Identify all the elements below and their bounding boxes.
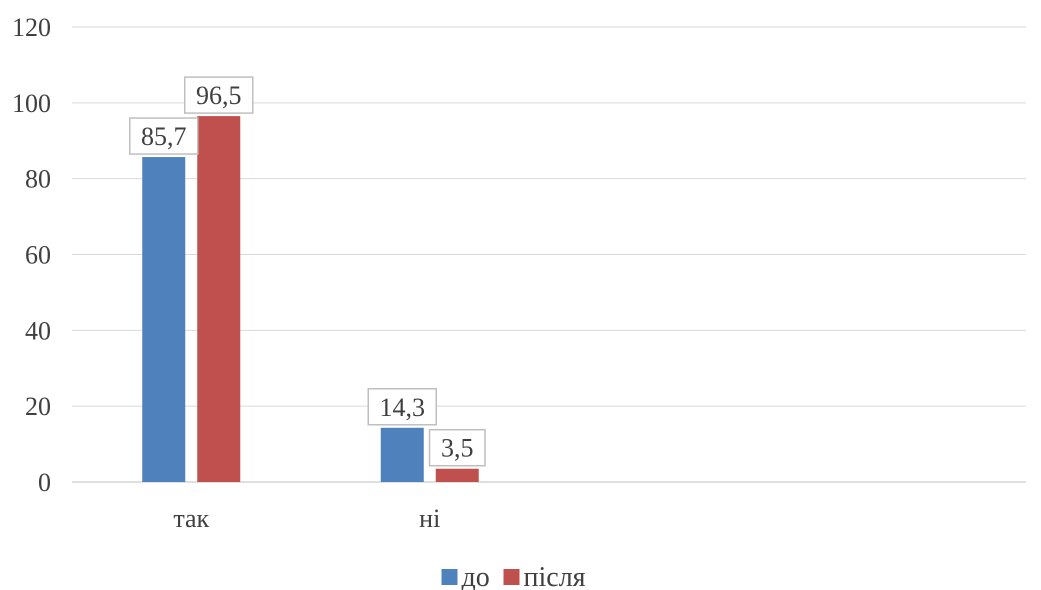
data-label: 96,5	[196, 81, 242, 110]
data-label: 85,7	[141, 122, 187, 151]
data-label: 3,5	[441, 434, 474, 463]
x-tick-label: так	[173, 504, 209, 533]
bars	[142, 116, 479, 483]
data-label-box	[129, 117, 199, 155]
legend-swatch	[503, 569, 520, 585]
bar-до-ні	[380, 427, 424, 482]
y-tick-label: 60	[25, 241, 51, 270]
legend-label: після	[524, 562, 586, 590]
legend: до після	[441, 562, 586, 590]
legend-label: до	[462, 562, 490, 590]
bar-після-так	[197, 116, 241, 483]
y-tick-label: 120	[12, 13, 51, 42]
y-axis: 0 20 40 60 80 100 120	[12, 13, 51, 497]
y-tick-label: 80	[25, 165, 51, 194]
data-label-box	[428, 428, 486, 467]
bar-після-ні	[435, 468, 479, 482]
data-label-box	[367, 388, 437, 426]
bar-до-так	[142, 157, 186, 482]
x-axis: так ні	[173, 504, 440, 533]
data-label-box	[184, 76, 254, 114]
y-tick-label: 100	[12, 89, 51, 118]
y-tick-label: 0	[38, 468, 51, 497]
data-label: 14,3	[380, 393, 426, 422]
x-tick-label: ні	[419, 504, 440, 533]
y-tick-label: 20	[25, 392, 51, 421]
data-labels: 85,7 96,5 14,3 3,5	[129, 76, 486, 467]
legend-swatch	[441, 569, 458, 585]
y-tick-label: 40	[25, 316, 51, 345]
